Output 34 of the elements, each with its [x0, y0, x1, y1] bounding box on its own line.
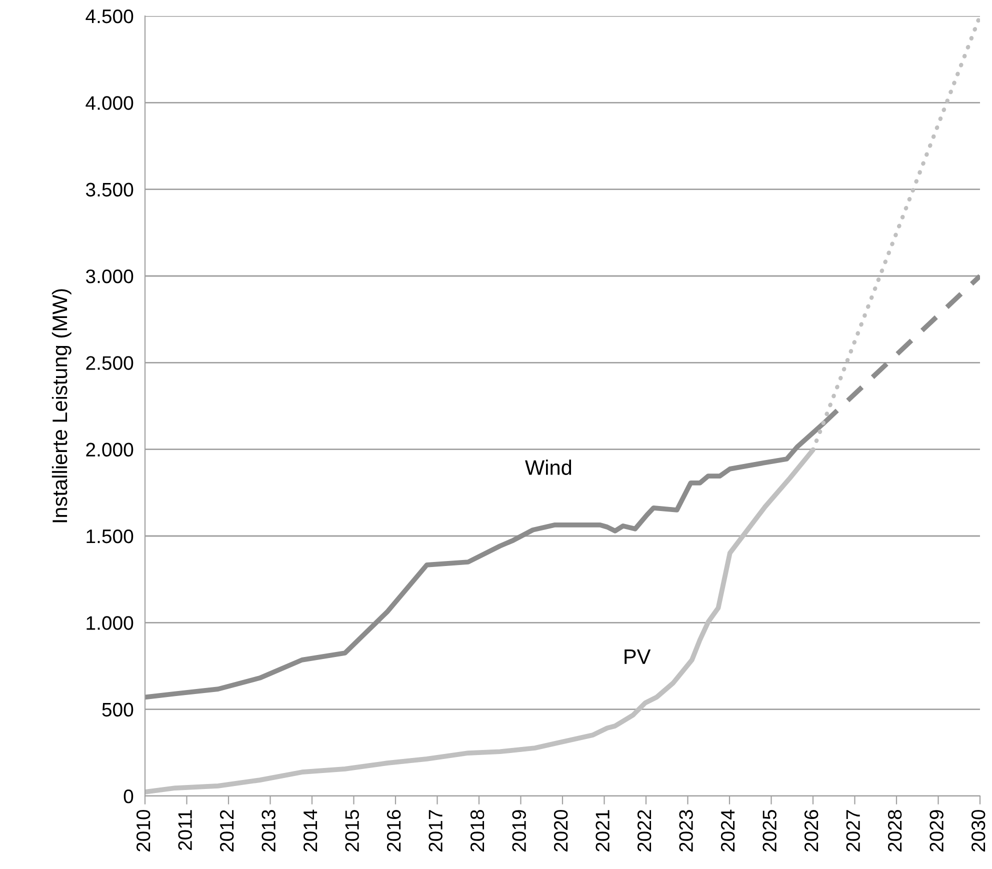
- series-label: PV: [624, 650, 651, 664]
- x-tick-label: 2028: [888, 810, 902, 852]
- y-tick-label: 1.000: [86, 616, 134, 630]
- x-tick-label: 2020: [554, 810, 568, 852]
- x-tick-label: 2025: [762, 810, 776, 852]
- y-axis-title: Installierte Leistung (MW): [52, 289, 72, 522]
- y-tick-label: 3.500: [86, 182, 134, 197]
- y-tick-label: 2.500: [86, 356, 134, 370]
- y-tick-label: 1.500: [86, 529, 134, 544]
- x-tick-label: 2023: [679, 810, 693, 852]
- x-tick-label: 2014: [303, 810, 318, 852]
- x-tick-label: 2027: [846, 810, 860, 852]
- x-tick-label: 2013: [262, 810, 276, 852]
- x-tick-label: 2010: [136, 810, 150, 852]
- x-tick-label: 2021: [596, 810, 610, 852]
- x-tick-label: 2016: [386, 810, 401, 852]
- x-tick-label: 2019: [512, 810, 526, 852]
- y-tick-label: 2.000: [86, 442, 134, 457]
- x-tick-label: 2011: [178, 810, 192, 850]
- x-tick-label: 2022: [637, 810, 652, 852]
- x-tick-label: 2018: [470, 810, 484, 852]
- y-tick-label: 3.000: [86, 269, 134, 284]
- x-tick-label: 2017: [428, 810, 442, 852]
- x-tick-label: 2024: [720, 810, 735, 852]
- x-tick-label: 2030: [971, 810, 986, 852]
- y-tick-label: 4.000: [86, 96, 134, 110]
- x-tick-label: 2026: [804, 810, 818, 852]
- text: Wind: [525, 460, 572, 475]
- x-tick-label: 2015: [345, 810, 359, 852]
- x-tick-label: 2029: [930, 810, 944, 852]
- x-tick-label: 2012: [220, 810, 234, 852]
- y-tick-label: 500: [102, 702, 134, 717]
- y-tick-label: 4.500: [86, 9, 134, 24]
- y-tick-label: 0: [124, 789, 134, 804]
